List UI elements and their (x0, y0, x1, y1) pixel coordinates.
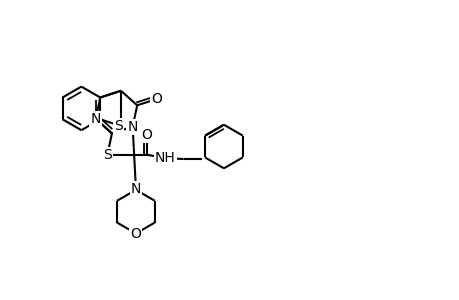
Text: N: N (127, 120, 138, 134)
Text: N: N (90, 112, 101, 126)
Text: O: O (130, 227, 141, 242)
Text: O: O (141, 128, 152, 142)
Text: O: O (151, 92, 162, 106)
Text: S: S (103, 148, 112, 162)
Text: S: S (113, 119, 122, 133)
Text: N: N (130, 182, 141, 196)
Text: NH: NH (154, 151, 175, 165)
